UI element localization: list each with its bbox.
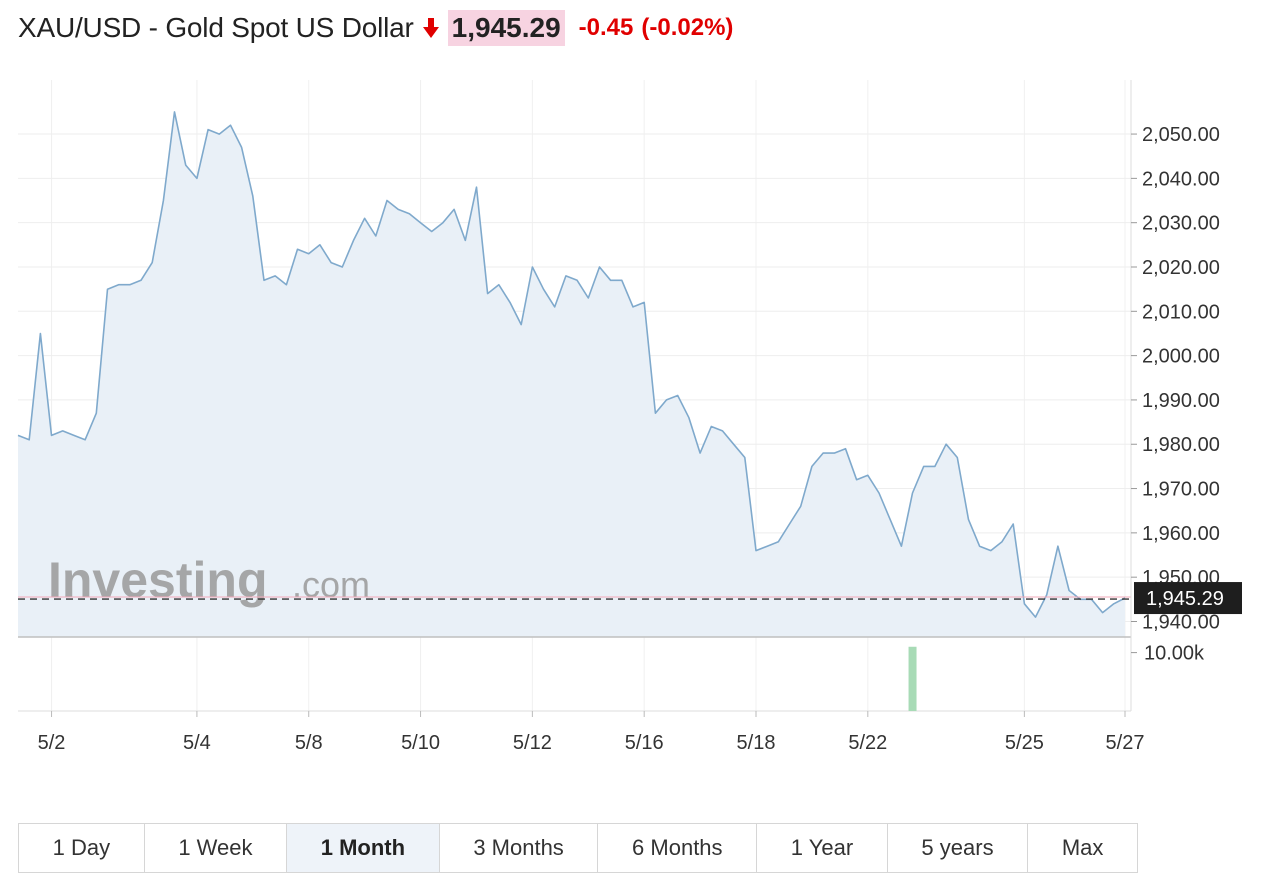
last-price: 1,945.29 bbox=[447, 10, 565, 46]
x-tick-label: 5/25 bbox=[1005, 732, 1044, 754]
arrow-down-icon bbox=[422, 18, 439, 38]
y-tick-label: 2,000.00 bbox=[1142, 346, 1220, 368]
y-tick-label: 1,980.00 bbox=[1142, 434, 1220, 456]
y-tick-label: 1,960.00 bbox=[1142, 523, 1220, 545]
current-price-label-box bbox=[1134, 582, 1242, 615]
chart-header: XAU/USD - Gold Spot US Dollar 1,945.29 -… bbox=[18, 8, 733, 48]
price-line[interactable] bbox=[17, 111, 1126, 618]
x-tick-label: 5/8 bbox=[295, 732, 323, 754]
y-tick-label: 1,990.00 bbox=[1142, 390, 1220, 412]
y-tick-label: 2,030.00 bbox=[1142, 213, 1220, 235]
x-tick-label: 5/18 bbox=[737, 732, 776, 754]
x-tick-label: 5/4 bbox=[183, 732, 211, 754]
range-button-1-day[interactable]: 1 Day bbox=[19, 824, 145, 872]
x-tick-label: 5/27 bbox=[1106, 732, 1145, 754]
range-button-5-years[interactable]: 5 years bbox=[887, 824, 1029, 872]
range-button-1-month[interactable]: 1 Month bbox=[287, 824, 440, 872]
y-tick-label: 1,940.00 bbox=[1142, 611, 1220, 633]
time-range-selector: 1 Day 1 Week 1 Month 3 Months 6 Months 1 Year… bbox=[18, 823, 1138, 873]
range-button-3-months[interactable]: 3 Months bbox=[439, 824, 599, 872]
x-tick-label: 5/16 bbox=[625, 732, 664, 754]
range-button-6-months[interactable]: 6 Months bbox=[598, 824, 758, 872]
price-change: -0.45 bbox=[578, 14, 634, 41]
range-button-max[interactable]: Max bbox=[1028, 824, 1137, 872]
range-button-1-year[interactable]: 1 Year bbox=[757, 824, 888, 872]
y-tick-label: 1,970.00 bbox=[1142, 479, 1220, 501]
volume-axis-label: 10.00k bbox=[1144, 643, 1205, 665]
watermark-suffix: .com bbox=[292, 564, 370, 605]
range-button-1-week[interactable]: 1 Week bbox=[144, 824, 288, 872]
y-tick-label: 2,040.00 bbox=[1142, 168, 1220, 190]
price-chart[interactable]: Investing .com 2,050.00 2,040.00 2,030.00 2,0… bbox=[0, 70, 1268, 770]
y-tick-label: 2,010.00 bbox=[1142, 301, 1220, 323]
y-tick-label: 2,050.00 bbox=[1142, 124, 1220, 146]
price-area bbox=[18, 111, 1125, 637]
chart-svg[interactable]: Investing .com2,050.002,040.002,030.002,0… bbox=[0, 70, 1268, 770]
current-price-label: 1,945.29 bbox=[1146, 588, 1224, 610]
instrument-title: XAU/USD - Gold Spot US Dollar bbox=[18, 12, 414, 43]
y-tick-label: 2,020.00 bbox=[1142, 257, 1220, 279]
x-tick-label: 5/2 bbox=[38, 732, 66, 754]
price-change-percent: (-0.02%) bbox=[641, 14, 734, 41]
x-tick-label: 5/12 bbox=[513, 732, 552, 754]
volume-bar[interactable] bbox=[908, 646, 917, 711]
x-tick-label: 5/10 bbox=[401, 732, 440, 754]
x-tick-label: 5/22 bbox=[848, 732, 887, 754]
